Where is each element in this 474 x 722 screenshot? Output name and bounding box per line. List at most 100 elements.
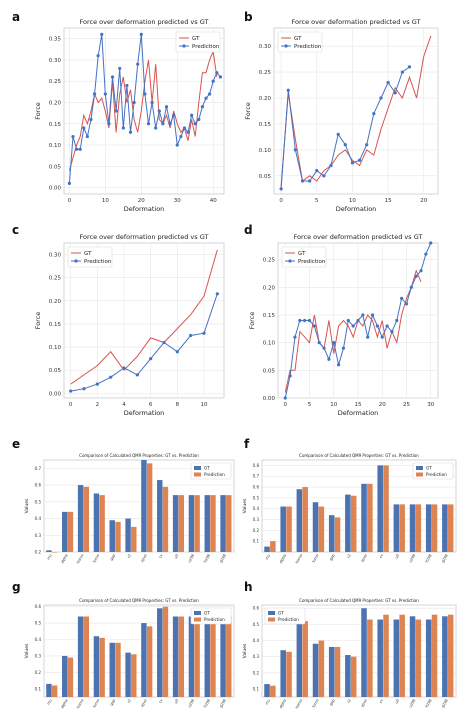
y-tick-label-g-2: 0.3 bbox=[35, 653, 42, 658]
x-tick-label-a-4: 40 bbox=[210, 198, 217, 204]
y-tick-label-g-3: 0.4 bbox=[35, 637, 42, 642]
bar-e-1-5 bbox=[131, 526, 137, 552]
data-point-d-1-19 bbox=[375, 324, 379, 328]
bar-h-0-5 bbox=[345, 655, 351, 697]
bar-g-1-4 bbox=[115, 642, 121, 697]
data-point-a-1-7 bbox=[92, 92, 97, 96]
x-tick-label-c-1: 2 bbox=[96, 402, 100, 408]
x-tick-label-d-3: 15 bbox=[355, 402, 362, 408]
chart-title-c: Force over deformation predicted vs GT bbox=[80, 233, 209, 241]
x-tick-label-b-3: 15 bbox=[385, 198, 392, 204]
x-tick-label-h-2: homo bbox=[295, 699, 304, 710]
x-tick-label-f-7: cv bbox=[379, 553, 385, 559]
bar-e-1-2 bbox=[83, 486, 89, 552]
bar-f-0-4 bbox=[328, 515, 335, 552]
x-tick-label-g-11: g298 bbox=[219, 698, 227, 709]
bar-e-0-0 bbox=[46, 550, 52, 552]
y-tick-label-h-5: 0.6 bbox=[253, 606, 260, 611]
y-tick-label-c-4: 0.20 bbox=[49, 299, 62, 305]
panel-label-c: c bbox=[12, 223, 20, 237]
bar-g-1-3 bbox=[99, 637, 105, 697]
data-point-b-1-2 bbox=[293, 148, 297, 152]
data-point-b-1-6 bbox=[322, 174, 326, 178]
y-axis-label-h: Values bbox=[242, 643, 248, 658]
y-axis-label-g: Values bbox=[24, 643, 30, 658]
data-point-c-1-0 bbox=[69, 389, 73, 393]
data-point-d-1-27 bbox=[414, 274, 418, 278]
bar-g-1-9 bbox=[194, 616, 200, 697]
data-point-a-1-12 bbox=[110, 75, 115, 79]
x-tick-label-b-2: 10 bbox=[349, 198, 356, 204]
data-point-b-1-14 bbox=[379, 96, 383, 100]
bar-h-0-3 bbox=[312, 643, 319, 697]
data-point-d-1-11 bbox=[337, 363, 341, 367]
legend-entry-e-1: Prediction bbox=[204, 472, 225, 477]
y-tick-label-f-2: 0.3 bbox=[253, 517, 260, 522]
data-point-d-1-7 bbox=[317, 341, 321, 345]
x-tick-label-e-11: g298 bbox=[219, 553, 227, 564]
bar-f-1-4 bbox=[334, 517, 341, 552]
data-point-a-1-18 bbox=[132, 100, 136, 105]
x-tick-label-f-5: r2 bbox=[346, 554, 351, 559]
data-point-b-1-8 bbox=[336, 132, 340, 136]
bar-f-0-7 bbox=[377, 465, 383, 552]
bar-h-0-4 bbox=[328, 646, 335, 697]
data-point-a-1-42 bbox=[218, 75, 223, 79]
y-tick-label-c-2: 0.10 bbox=[49, 345, 62, 351]
legend-swatch-f-1 bbox=[416, 472, 423, 477]
bar-f-0-10 bbox=[425, 504, 432, 552]
x-tick-label-a-0: 0 bbox=[68, 198, 72, 204]
x-tick-label-f-10: h298 bbox=[425, 553, 433, 564]
data-point-a-1-35 bbox=[193, 122, 197, 126]
bar-h-1-4 bbox=[334, 646, 341, 697]
y-axis-label-e: Values bbox=[24, 498, 30, 513]
x-tick-label-h-0: mu bbox=[265, 699, 271, 706]
y-tick-label-a-6: 0.30 bbox=[49, 58, 62, 64]
panel-label-f: f bbox=[244, 437, 250, 451]
data-point-a-1-36 bbox=[197, 117, 201, 122]
x-tick-label-h-4: gap bbox=[329, 698, 336, 706]
bar-h-1-2 bbox=[302, 621, 308, 697]
y-tick-label-e-2: 0.4 bbox=[35, 516, 42, 521]
y-tick-label-h-4: 0.5 bbox=[253, 622, 260, 627]
bar-h-1-8 bbox=[399, 614, 405, 697]
data-point-a-1-31 bbox=[179, 134, 183, 139]
data-point-a-1-3 bbox=[78, 147, 82, 151]
x-tick-label-e-10: h298 bbox=[203, 553, 211, 564]
bar-h-0-6 bbox=[361, 608, 367, 697]
x-tick-label-e-2: homo bbox=[76, 554, 85, 565]
x-tick-label-b-1: 5 bbox=[315, 198, 319, 204]
data-point-c-1-11 bbox=[215, 292, 219, 296]
legend-marker-b-1 bbox=[284, 44, 288, 48]
y-tick-label-b-3: 0.20 bbox=[259, 96, 272, 102]
panel-label-d: d bbox=[244, 223, 253, 237]
bar-e-0-11 bbox=[220, 495, 226, 552]
data-point-a-1-16 bbox=[125, 83, 129, 88]
data-point-a-1-20 bbox=[139, 32, 143, 36]
bar-g-1-0 bbox=[51, 685, 58, 697]
y-axis-label-c: Force bbox=[34, 312, 42, 330]
legend-entry-d-0: GT bbox=[298, 251, 306, 257]
bar-g-0-11 bbox=[220, 616, 226, 697]
bar-f-1-11 bbox=[447, 504, 454, 552]
legend-swatch-g-1 bbox=[194, 617, 201, 622]
y-tick-label-h-3: 0.4 bbox=[253, 638, 260, 643]
bar-e-1-0 bbox=[51, 552, 58, 553]
x-tick-label-c-0: 0 bbox=[69, 402, 73, 408]
y-tick-label-d-0: 0.00 bbox=[263, 396, 276, 402]
data-point-c-1-1 bbox=[82, 387, 86, 391]
bar-f-0-6 bbox=[361, 483, 367, 552]
legend-entry-b-1: Prediction bbox=[294, 44, 322, 50]
data-point-a-1-41 bbox=[215, 71, 219, 75]
data-point-d-1-2 bbox=[293, 335, 297, 339]
data-point-a-1-29 bbox=[172, 113, 176, 117]
x-tick-label-f-6: zpve bbox=[360, 553, 368, 563]
data-point-a-1-21 bbox=[143, 92, 147, 96]
legend-marker-a-1 bbox=[182, 44, 186, 48]
data-point-a-1-9 bbox=[100, 32, 104, 36]
data-point-d-1-24 bbox=[400, 296, 404, 300]
legend-entry-h-1: Prediction bbox=[278, 617, 299, 622]
x-tick-label-e-4: gap bbox=[109, 553, 116, 561]
data-point-a-1-11 bbox=[107, 122, 111, 126]
bar-f-1-5 bbox=[350, 495, 357, 552]
